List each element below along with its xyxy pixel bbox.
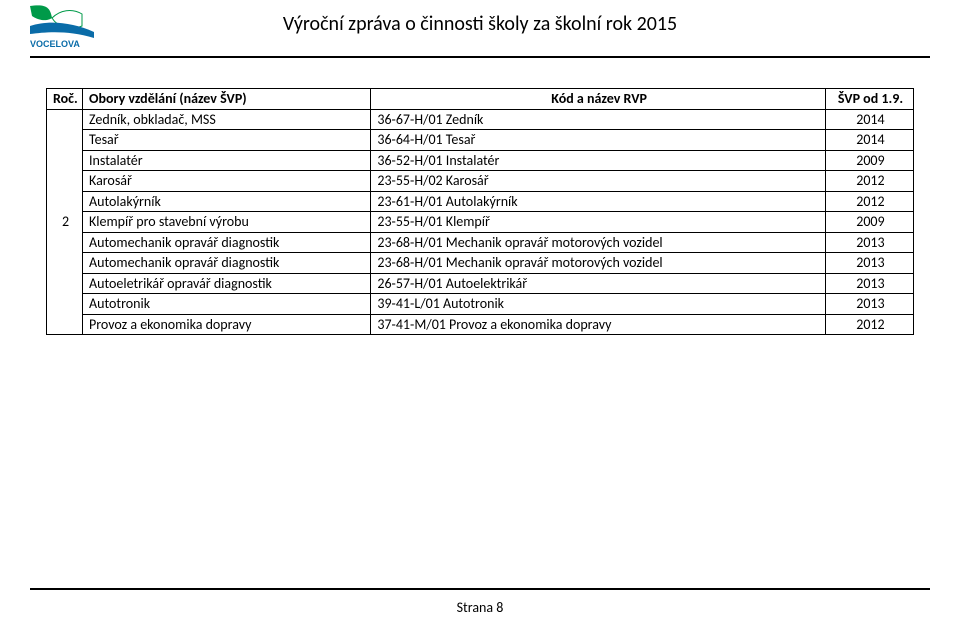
table-row: Automechanik opravář diagnostik 23-68-H/… (47, 232, 914, 253)
rvp-cell: 23-55-H/01 Klempíř (371, 212, 826, 233)
rvp-cell: 23-61-H/01 Autolakýrník (371, 191, 826, 212)
rvp-cell: 26-57-H/01 Autoelektrikář (371, 273, 826, 294)
table-header-row: Roč. Obory vzdělání (název ŠVP) Kód a ná… (47, 89, 914, 110)
svp-cell: Autoeletrikář opravář diagnostik (83, 273, 371, 294)
programs-table: Roč. Obory vzdělání (název ŠVP) Kód a ná… (46, 88, 914, 335)
svp-cell: Autolakýrník (83, 191, 371, 212)
svp-cell: Automechanik opravář diagnostik (83, 232, 371, 253)
year-cell: 2014 (825, 109, 913, 130)
svp-cell: Zedník, obkladač, MSS (83, 109, 371, 130)
table-row: Karosář 23-55-H/02 Karosář 2012 (47, 171, 914, 192)
svp-cell: Karosář (83, 171, 371, 192)
table-row: Autoeletrikář opravář diagnostik 26-57-H… (47, 273, 914, 294)
table-body: 2 Zedník, obkladač, MSS 36-67-H/01 Zední… (47, 109, 914, 335)
table-header: Roč. Obory vzdělání (název ŠVP) Kód a ná… (47, 89, 914, 110)
svp-cell: Provoz a ekonomika dopravy (83, 314, 371, 335)
year-cell: 2013 (825, 294, 913, 315)
svp-cell: Tesař (83, 130, 371, 151)
page-number: Strana 8 (0, 599, 960, 616)
rvp-cell: 23-68-H/01 Mechanik opravář motorových v… (371, 253, 826, 274)
rvp-cell: 23-68-H/01 Mechanik opravář motorových v… (371, 232, 826, 253)
content-area: Roč. Obory vzdělání (název ŠVP) Kód a ná… (0, 70, 960, 335)
year-cell: 2012 (825, 314, 913, 335)
svp-cell: Automechanik opravář diagnostik (83, 253, 371, 274)
year-cell: 2009 (825, 212, 913, 233)
col-svp: Obory vzdělání (název ŠVP) (83, 89, 371, 110)
rvp-cell: 36-67-H/01 Zedník (371, 109, 826, 130)
table-row: Provoz a ekonomika dopravy 37-41-M/01 Pr… (47, 314, 914, 335)
footer-rule (30, 588, 930, 590)
col-year: ŠVP od 1.9. (825, 89, 913, 110)
rvp-cell: 36-64-H/01 Tesař (371, 130, 826, 151)
col-rvp: Kód a název RVP (371, 89, 826, 110)
table-row: Autolakýrník 23-61-H/01 Autolakýrník 201… (47, 191, 914, 212)
year-cell: 2009 (825, 150, 913, 171)
year-cell: 2012 (825, 171, 913, 192)
table-row: Instalatér 36-52-H/01 Instalatér 2009 (47, 150, 914, 171)
svp-cell: Klempíř pro stavební výrobu (83, 212, 371, 233)
table-row: Klempíř pro stavební výrobu 23-55-H/01 K… (47, 212, 914, 233)
year-cell: 2014 (825, 130, 913, 151)
header-rule (30, 56, 930, 58)
rvp-cell: 37-41-M/01 Provoz a ekonomika dopravy (371, 314, 826, 335)
rvp-cell: 23-55-H/02 Karosář (371, 171, 826, 192)
table-row: 2 Zedník, obkladač, MSS 36-67-H/01 Zední… (47, 109, 914, 130)
rvp-cell: 36-52-H/01 Instalatér (371, 150, 826, 171)
report-title: Výroční zpráva o činnosti školy za školn… (0, 12, 960, 36)
logo-text: VOCELOVA (30, 39, 80, 49)
year-cell: 2013 (825, 232, 913, 253)
rvp-cell: 39-41-L/01 Autotronik (371, 294, 826, 315)
year-cell: 2013 (825, 253, 913, 274)
col-roc: Roč. (47, 89, 83, 110)
svp-cell: Autotronik (83, 294, 371, 315)
table-row: Autotronik 39-41-L/01 Autotronik 2013 (47, 294, 914, 315)
table-row: Automechanik opravář diagnostik 23-68-H/… (47, 253, 914, 274)
year-cell: 2012 (825, 191, 913, 212)
roc-cell: 2 (47, 109, 83, 335)
page: VOCELOVA Výroční zpráva o činnosti školy… (0, 0, 960, 636)
svp-cell: Instalatér (83, 150, 371, 171)
page-header: VOCELOVA Výroční zpráva o činnosti školy… (0, 0, 960, 70)
table-row: Tesař 36-64-H/01 Tesař 2014 (47, 130, 914, 151)
year-cell: 2013 (825, 273, 913, 294)
